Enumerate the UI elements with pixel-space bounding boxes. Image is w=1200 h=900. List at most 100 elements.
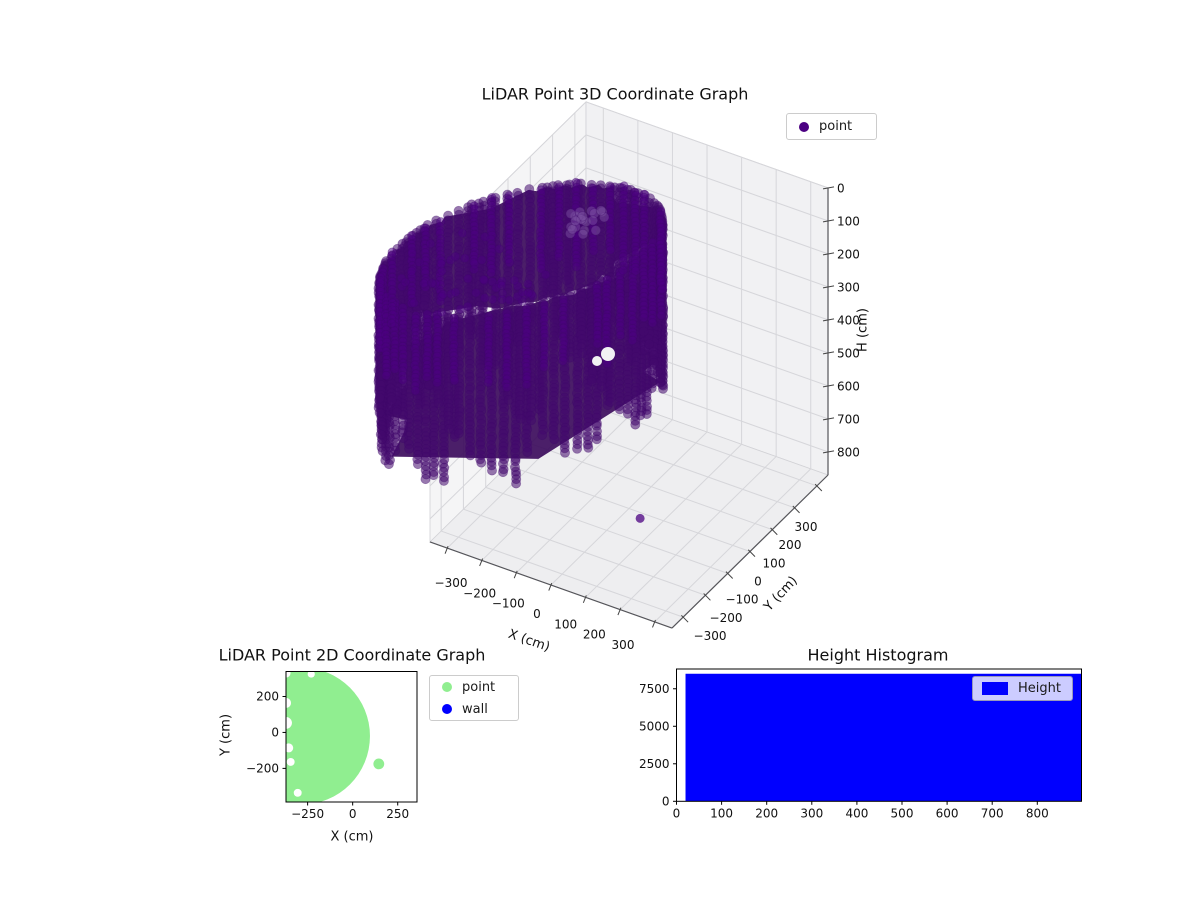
tick-mark xyxy=(814,483,823,492)
legend-label: point xyxy=(462,679,496,695)
3d-x-tick-label: 300 xyxy=(612,638,635,652)
tick-mark xyxy=(513,570,518,579)
3d-y-tick-label: 100 xyxy=(763,556,786,570)
3d-x-tick-label: −300 xyxy=(435,576,468,590)
2d-plot: −250 0 250 −200 0 200 xyxy=(246,671,418,821)
tick-mark xyxy=(822,219,835,223)
grid-line xyxy=(507,465,751,552)
3d-y-tick-label: −100 xyxy=(726,593,759,607)
grid-line xyxy=(585,101,829,189)
hist-x-tick-label: 400 xyxy=(845,806,868,820)
2d-x-tick-label: 250 xyxy=(386,807,409,821)
2d-scatter-area xyxy=(286,671,385,802)
hist-x-tick-label: 0 xyxy=(673,806,681,820)
3d-z-tick-label: 200 xyxy=(837,247,860,261)
tick-mark xyxy=(822,186,835,190)
tick-mark xyxy=(582,595,587,603)
3d-z-tick-label: 300 xyxy=(837,280,860,294)
tick-mark xyxy=(444,546,449,554)
hist-x-tick-label: 600 xyxy=(936,806,959,820)
2d-x-tick-label: 0 xyxy=(349,807,357,821)
3d-z-tick-label: 400 xyxy=(837,313,860,327)
2d-y-axis-label: Y (cm) xyxy=(218,713,234,757)
3d-y-tick-label: −300 xyxy=(694,629,727,643)
point-marker-icon xyxy=(442,682,452,692)
tick-mark xyxy=(822,384,835,388)
point-cloud xyxy=(373,177,669,523)
3d-z-axis-label: H (cm) xyxy=(855,308,871,352)
disc-notch xyxy=(307,671,315,678)
3d-x-tick-label: 0 xyxy=(533,607,541,621)
2d-plot-title: LiDAR Point 2D Coordinate Graph xyxy=(218,645,486,665)
3d-plot-legend: point xyxy=(786,113,877,140)
hist-y-tick-label: 2500 xyxy=(639,757,670,771)
grid-line xyxy=(574,399,818,487)
disc-notch xyxy=(286,757,295,766)
3d-z-tick-label: 0 xyxy=(837,181,845,195)
legend-entry-height: Height xyxy=(973,678,1061,700)
tick-mark xyxy=(822,252,835,256)
3d-plot-title: LiDAR Point 3D Coordinate Graph xyxy=(481,84,749,104)
3d-y-tick-label: −200 xyxy=(710,611,743,625)
hist-y-tick-label: 0 xyxy=(662,794,670,808)
grid-line xyxy=(530,443,773,531)
3d-x-tick-label: −100 xyxy=(492,597,525,611)
grid-line xyxy=(440,530,684,618)
2d-y-tick-label: 200 xyxy=(256,689,279,703)
3d-z-tick-label: 100 xyxy=(837,214,860,228)
legend-label: wall xyxy=(462,701,488,717)
2d-x-axis-label: X (cm) xyxy=(330,829,374,845)
tick-mark xyxy=(617,607,622,616)
3d-x-tick-label: 100 xyxy=(554,617,577,631)
grid-line xyxy=(485,486,728,574)
disc-notch xyxy=(286,697,292,709)
3d-z-tick-label: 800 xyxy=(837,445,860,459)
tick-mark xyxy=(725,571,734,579)
3d-y-tick-label: 0 xyxy=(754,575,762,589)
tick-mark xyxy=(652,619,656,628)
hist-x-tick-label: 800 xyxy=(1026,806,1049,820)
histogram-legend: Height xyxy=(972,676,1073,701)
hist-x-tick-label: 300 xyxy=(800,806,823,820)
hist-y-tick-label: 5000 xyxy=(639,719,670,733)
3d-y-tick-label: 300 xyxy=(795,520,818,534)
tick-mark xyxy=(822,351,835,355)
legend-entry-point: point xyxy=(430,676,518,698)
hist-y-tick-label: 7500 xyxy=(639,682,670,696)
3d-y-tick-label: 200 xyxy=(779,538,802,552)
wall-marker-icon xyxy=(442,704,452,714)
tick-mark xyxy=(747,549,756,557)
3d-x-tick-label: −200 xyxy=(463,586,496,600)
3d-plot: −300−200−1000100200300−300−200−100010020… xyxy=(373,100,860,652)
disc-notch xyxy=(286,743,294,753)
point-cloud-disc xyxy=(286,671,370,802)
tick-mark xyxy=(822,285,835,289)
tick-mark xyxy=(792,505,800,514)
tick-mark xyxy=(822,417,835,421)
axes-frame xyxy=(676,668,1082,802)
axes-frame xyxy=(285,671,418,803)
grid-line xyxy=(585,167,829,255)
histogram-title: Height Histogram xyxy=(807,645,949,665)
legend-entry-wall: wall xyxy=(430,698,518,720)
3d-z-tick-label: 500 xyxy=(837,346,860,360)
hist-x-tick-label: 700 xyxy=(981,806,1004,820)
outlier-point xyxy=(635,513,645,523)
tick-mark xyxy=(822,318,835,322)
2d-y-tick-label: 0 xyxy=(271,725,279,739)
hist-x-tick-label: 200 xyxy=(755,806,778,820)
grid-line xyxy=(585,134,829,222)
legend-entry-point: point xyxy=(787,116,852,138)
legend-label: Height xyxy=(1018,681,1061,696)
2d-y-tick-label: −200 xyxy=(246,761,279,775)
legend-label: point xyxy=(819,119,853,134)
tick-mark xyxy=(703,593,711,601)
tick-mark xyxy=(822,450,835,454)
tick-mark xyxy=(681,614,689,623)
3d-x-tick-label: 200 xyxy=(583,628,606,642)
hist-x-tick-label: 100 xyxy=(710,806,733,820)
2d-x-tick-label: −250 xyxy=(291,807,324,821)
grid-line xyxy=(463,508,706,596)
3d-z-tick-label: 700 xyxy=(837,412,860,426)
